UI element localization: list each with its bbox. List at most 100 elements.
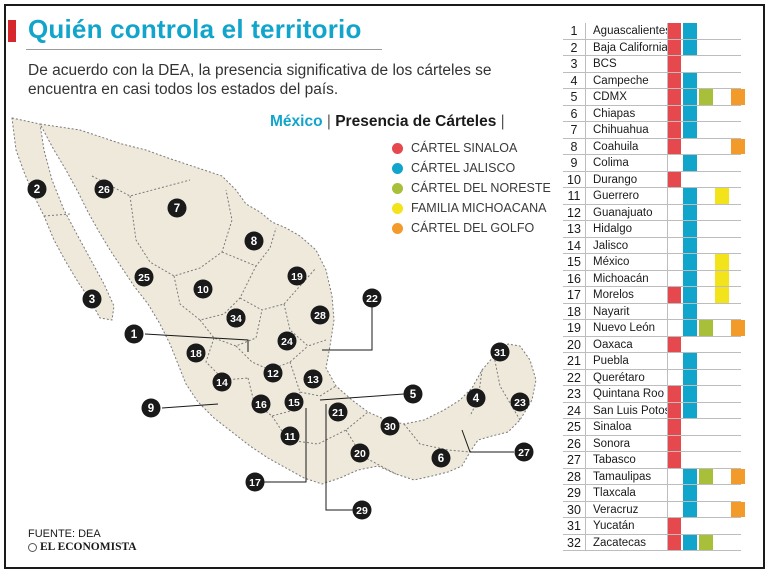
- legend-separator: |: [326, 113, 331, 130]
- marker-number: 9: [148, 403, 154, 415]
- marker-number: 34: [230, 313, 242, 325]
- state-name: Campeche: [593, 74, 649, 87]
- cartel-presence-cell: [667, 452, 681, 468]
- table-row: 31 Yucatán: [563, 518, 741, 535]
- marker-circle: [94, 179, 114, 199]
- cartel-presence-cell: [667, 518, 681, 534]
- state-marker: 16: [251, 394, 271, 414]
- marker-circle: [284, 392, 304, 412]
- state-name: Tamaulipas: [593, 470, 652, 483]
- marker-circle: [362, 288, 382, 308]
- table-row: 30 Veracruz: [563, 501, 745, 518]
- marker-number: 17: [249, 477, 261, 489]
- cartel-presence-cell: [731, 89, 745, 105]
- publisher-brand: EL ECONOMISTA: [28, 541, 137, 553]
- cartel-presence-cell: [683, 353, 697, 369]
- marker-number: 5: [410, 389, 417, 401]
- legend-topic: Presencia de Cárteles: [335, 113, 497, 130]
- marker-number: 4: [473, 393, 480, 405]
- cartel-presence-cell: [667, 171, 681, 187]
- state-name: Veracruz: [593, 503, 639, 516]
- legend-item: CÁRTEL DEL NORESTE: [392, 178, 551, 198]
- table-divider: [585, 23, 586, 551]
- marker-circle: [245, 472, 265, 492]
- table-row: 8 Coahuila: [563, 138, 745, 155]
- marker-number: 26: [98, 184, 110, 196]
- legend-color-dot: [392, 142, 403, 154]
- state-marker: 23: [510, 392, 530, 412]
- state-marker: 14: [212, 372, 232, 392]
- cartel-presence-cell: [683, 122, 697, 138]
- baja-peninsula: [11, 117, 115, 321]
- cartel-presence-cell: [683, 204, 697, 220]
- legend-color-dot: [392, 222, 403, 234]
- state-marker: 8: [244, 231, 264, 251]
- state-name: Tabasco: [593, 454, 636, 466]
- cartel-presence-cell: [667, 56, 681, 72]
- marker-number: 21: [332, 407, 344, 419]
- table-row: 22 Querétaro: [563, 369, 741, 386]
- state-number: 24: [567, 403, 581, 418]
- state-number: 16: [567, 271, 581, 286]
- marker-number: 1: [131, 329, 138, 341]
- globe-logo-icon: [28, 542, 37, 552]
- state-name: Morelos: [593, 289, 634, 301]
- marker-number: 24: [281, 336, 293, 348]
- cartel-presence-cell: [667, 23, 681, 39]
- state-name: Colima: [593, 157, 629, 169]
- legend-color-dot: [392, 202, 403, 214]
- table-row: 3 BCS: [563, 56, 741, 73]
- legend-label: FAMILIA MICHOACANA: [411, 201, 547, 215]
- marker-circle: [352, 500, 372, 520]
- state-marker: 28: [310, 305, 330, 325]
- cartel-presence-cell: [715, 254, 729, 270]
- marker-circle: [212, 372, 232, 392]
- marker-number: 23: [514, 397, 526, 409]
- marker-circle: [82, 289, 102, 309]
- state-number: 26: [567, 436, 581, 451]
- state-number: 11: [567, 189, 581, 203]
- state-name: Querétaro: [593, 371, 645, 384]
- legend-item: CÁRTEL JALISCO: [392, 158, 551, 178]
- cartel-presence-cell: [683, 237, 697, 253]
- cartel-presence-cell: [667, 386, 681, 402]
- state-number: 25: [567, 420, 581, 434]
- source-note: FUENTE: DEA: [28, 528, 101, 540]
- cartel-legend: CÁRTEL SINALOA CÁRTEL JALISCO CÁRTEL DEL N…: [392, 138, 551, 238]
- state-number: 17: [567, 288, 581, 302]
- marker-number: 27: [518, 447, 530, 459]
- cartel-presence-cell: [699, 468, 713, 484]
- state-number: 30: [567, 502, 581, 517]
- cartel-presence-cell: [699, 534, 713, 550]
- state-name: Durango: [593, 173, 638, 186]
- state-number: 9: [570, 156, 578, 170]
- table-row: 13 Hidalgo: [563, 221, 741, 238]
- state-cartel-table: 1 Aguascalientes 2 Baja California 3 BCS 4 Camp…: [563, 23, 745, 551]
- marker-number: 31: [494, 347, 506, 359]
- cartel-presence-cell: [731, 138, 745, 154]
- cartel-presence-cell: [683, 72, 697, 88]
- table-row: 15 México: [563, 254, 741, 271]
- state-name: México: [593, 256, 630, 268]
- state-name: Guanajuato: [593, 206, 653, 219]
- marker-number: 13: [307, 374, 319, 386]
- marker-circle: [277, 331, 297, 351]
- state-number: 20: [567, 337, 581, 352]
- state-number: 3: [570, 57, 578, 71]
- state-number: 18: [567, 304, 581, 319]
- table-row: 29 Tlaxcala: [563, 485, 741, 502]
- legend-color-dot: [392, 182, 403, 194]
- state-number: 12: [567, 205, 581, 220]
- mainland: [39, 123, 537, 485]
- cartel-presence-cell: [667, 419, 681, 435]
- state-name: Chiapas: [593, 107, 636, 120]
- state-marker: 31: [490, 342, 510, 362]
- state-marker: 21: [328, 402, 348, 422]
- state-marker: 7: [167, 198, 187, 218]
- marker-circle: [134, 267, 154, 287]
- state-number: 27: [567, 453, 581, 467]
- cartel-presence-cell: [683, 369, 697, 385]
- state-marker: 18: [186, 343, 206, 363]
- marker-circle: [380, 416, 400, 436]
- state-number: 8: [570, 139, 578, 154]
